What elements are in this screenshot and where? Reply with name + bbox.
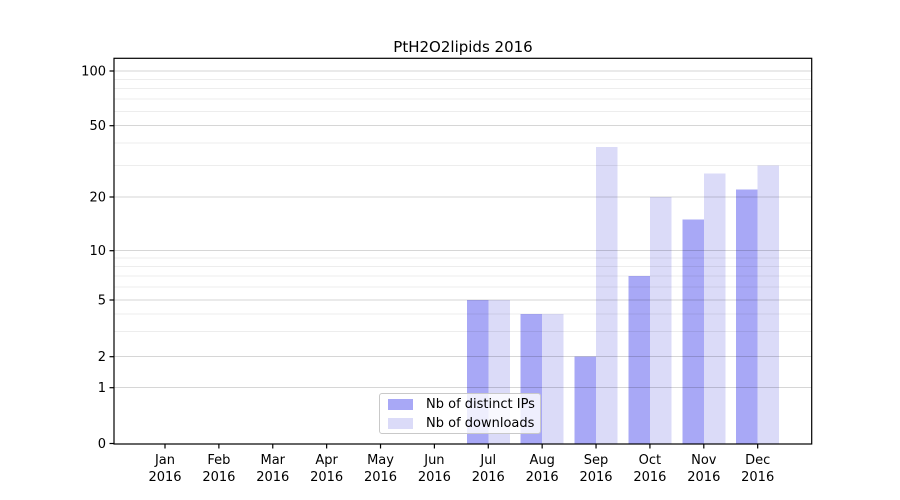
bar-nb-of-downloads-sep: [596, 147, 618, 444]
x-tick-label-aug: Aug: [529, 453, 554, 468]
x-tick-label-sep: Sep: [584, 453, 609, 468]
y-tick-label-50: 50: [89, 119, 106, 134]
x-tick-label-jun-year: 2016: [418, 470, 451, 485]
x-tick-label-jul-year: 2016: [472, 470, 505, 485]
x-tick-label-may-year: 2016: [364, 470, 397, 485]
chart-title: PtH2O2lipids 2016: [393, 38, 533, 56]
bar-nb-of-downloads-oct: [649, 197, 672, 444]
legend-swatch-downloads: [388, 417, 413, 429]
x-tick-label-jun: Jun: [423, 453, 444, 468]
x-tick-label-mar-year: 2016: [256, 470, 289, 485]
x-tick-label-nov-year: 2016: [687, 470, 720, 485]
legend-label-downloads: Nb of downloads: [426, 415, 535, 431]
bar-nb-of-distinct-ips-oct: [628, 276, 650, 444]
x-tick-label-jul: Jul: [479, 453, 496, 468]
x-tick-label-dec-year: 2016: [741, 470, 774, 485]
y-tick-label-10: 10: [89, 244, 106, 259]
x-tick-label-feb: Feb: [207, 453, 230, 468]
y-tick-label-5: 5: [98, 294, 106, 309]
y-tick-label-2: 2: [98, 350, 106, 365]
y-tick-label-0: 0: [98, 437, 106, 452]
bar-nb-of-distinct-ips-nov: [682, 219, 704, 444]
x-tick-label-jan: Jan: [154, 453, 175, 468]
x-tick-label-oct: Oct: [639, 453, 661, 468]
x-tick-label-feb-year: 2016: [202, 470, 235, 485]
x-tick-label-nov: Nov: [691, 453, 717, 468]
x-tick-label-apr: Apr: [315, 453, 338, 468]
x-tick-label-sep-year: 2016: [579, 470, 612, 485]
legend-item-downloads: Nb of downloads: [388, 416, 540, 430]
x-tick-label-aug-year: 2016: [526, 470, 559, 485]
legend-label-distinct-ips: Nb of distinct IPs: [426, 396, 535, 412]
bar-nb-of-distinct-ips-sep: [574, 356, 597, 444]
legend-swatch-distinct-ips: [388, 398, 413, 410]
legend-item-distinct-ips: Nb of distinct IPs: [388, 397, 540, 411]
x-tick-label-oct-year: 2016: [633, 470, 666, 485]
y-tick-label-1: 1: [98, 381, 106, 396]
bar-nb-of-downloads-aug: [542, 313, 564, 444]
x-tick-label-dec: Dec: [745, 453, 770, 468]
x-tick-label-mar: Mar: [260, 453, 285, 468]
legend: Nb of distinct IPs Nb of downloads: [379, 393, 541, 434]
x-tick-label-jan-year: 2016: [148, 470, 181, 485]
x-tick-label-may: May: [367, 453, 394, 468]
bar-nb-of-downloads-dec: [757, 165, 780, 444]
bar-nb-of-downloads-nov: [703, 173, 726, 444]
y-tick-label-20: 20: [89, 191, 106, 206]
y-tick-label-100: 100: [81, 65, 106, 80]
x-tick-label-apr-year: 2016: [310, 470, 343, 485]
bar-nb-of-distinct-ips-dec: [736, 189, 758, 444]
